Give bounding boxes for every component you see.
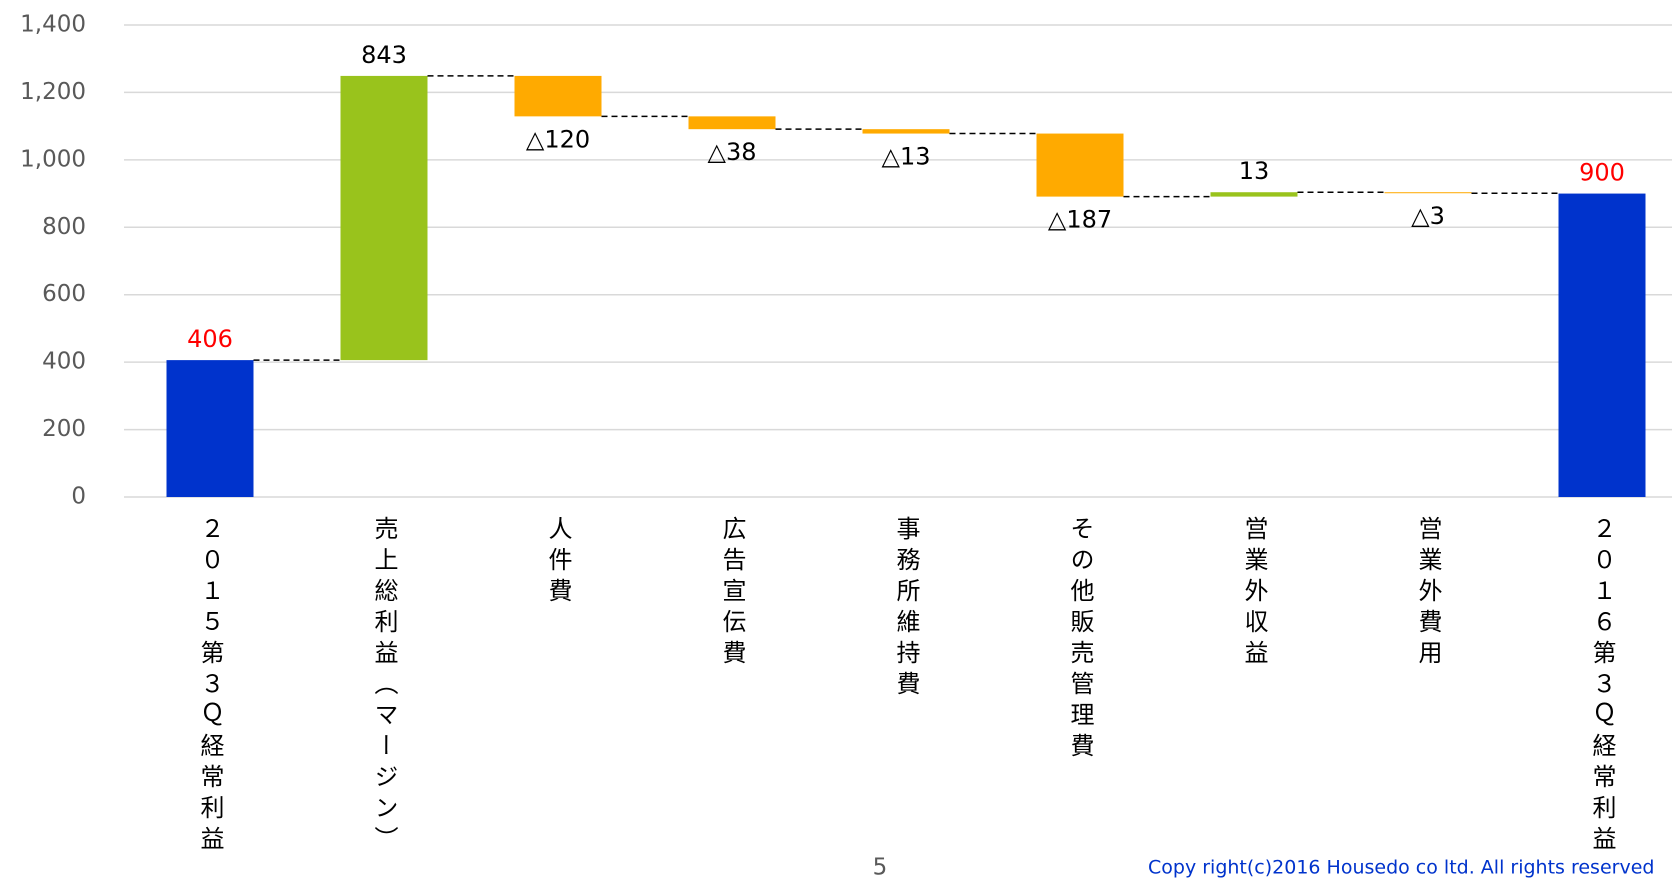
- copyright: Copy right(c)2016 Housedo co ltd. All ri…: [1148, 857, 1654, 879]
- bar: [1210, 192, 1298, 197]
- x-tick-label: 営業外費用: [1414, 516, 1442, 671]
- value-label: 843: [361, 41, 407, 69]
- y-tick-label: 1,000: [20, 146, 86, 172]
- page-number: 5: [873, 855, 888, 881]
- x-tick-label: 広告宣伝費: [718, 516, 746, 671]
- y-tick-label: 1,200: [20, 79, 86, 105]
- bar: [166, 360, 254, 497]
- value-label: △38: [708, 138, 757, 166]
- x-tick-label: ２０１６第３Ｑ経常利益: [1588, 516, 1616, 857]
- value-label: △187: [1048, 206, 1112, 234]
- x-tick-label: 営業外収益: [1240, 516, 1268, 671]
- value-label: △3: [1411, 202, 1445, 230]
- x-tick-label: 人件費: [544, 516, 572, 609]
- x-tick-label: ２０１５第３Ｑ経常利益: [196, 516, 224, 857]
- bar: [1384, 192, 1472, 194]
- bar: [514, 75, 602, 117]
- y-tick-label: 1,400: [20, 12, 86, 38]
- value-label: 406: [187, 325, 233, 353]
- y-tick-label: 800: [42, 214, 86, 240]
- x-tick-label: 売上総利益（マージン）: [370, 516, 398, 857]
- bar: [1036, 133, 1124, 197]
- y-tick-label: 200: [42, 416, 86, 442]
- x-tick-label: その他販売管理費: [1066, 516, 1094, 764]
- value-label: △120: [526, 125, 590, 153]
- value-label: △13: [882, 143, 931, 171]
- bar: [1558, 193, 1646, 498]
- bar: [688, 116, 776, 130]
- bar: [340, 75, 428, 361]
- value-label: 900: [1579, 159, 1625, 187]
- y-tick-label: 600: [42, 281, 86, 307]
- value-label: 13: [1239, 157, 1270, 185]
- y-tick-label: 0: [71, 484, 86, 510]
- y-tick-label: 400: [42, 349, 86, 375]
- x-tick-label: 事務所維持費: [892, 516, 920, 702]
- bar: [862, 129, 950, 134]
